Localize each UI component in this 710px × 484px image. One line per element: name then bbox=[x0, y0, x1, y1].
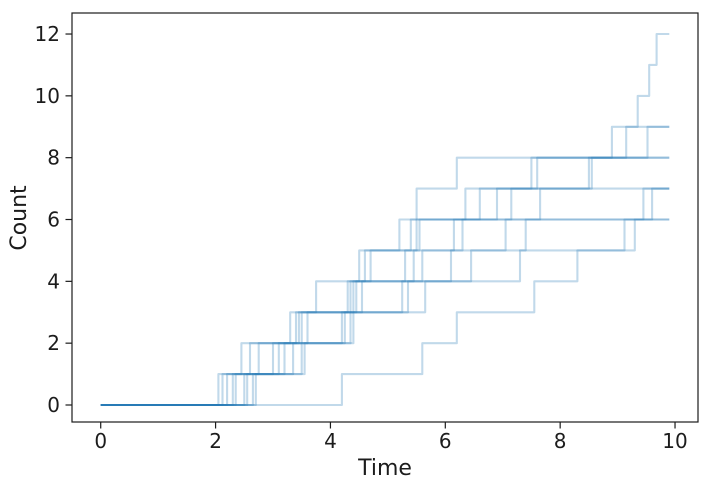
x-tick-label: 0 bbox=[94, 429, 107, 453]
plot-border bbox=[71, 12, 699, 423]
sample-paths bbox=[100, 32, 670, 407]
sample-path bbox=[100, 187, 670, 407]
x-tick-label: 6 bbox=[439, 429, 452, 453]
y-tick-label: 6 bbox=[47, 208, 60, 232]
y-tick-label: 4 bbox=[47, 269, 60, 293]
x-axis-label: Time bbox=[357, 456, 412, 481]
sample-path bbox=[100, 32, 670, 407]
y-tick-label: 0 bbox=[47, 393, 60, 417]
y-axis-tick-labels: 0 2 4 6 8 10 12 bbox=[35, 22, 60, 417]
y-axis-label: Count bbox=[7, 185, 32, 251]
sample-path bbox=[100, 156, 670, 407]
sample-path bbox=[100, 187, 670, 407]
x-axis-tick-labels: 0 2 4 6 8 10 bbox=[94, 429, 687, 453]
y-tick-label: 8 bbox=[47, 146, 60, 170]
sample-path bbox=[100, 156, 670, 407]
y-axis-ticks bbox=[65, 33, 72, 406]
sample-path bbox=[100, 125, 670, 407]
sample-path bbox=[100, 218, 670, 407]
y-tick-label: 2 bbox=[47, 331, 60, 355]
x-tick-label: 10 bbox=[662, 429, 687, 453]
y-tick-label: 10 bbox=[35, 84, 60, 108]
y-tick-label: 12 bbox=[35, 22, 60, 46]
sample-path bbox=[100, 218, 670, 407]
x-axis-ticks bbox=[100, 422, 676, 429]
x-tick-label: 2 bbox=[209, 429, 222, 453]
sample-path bbox=[100, 187, 670, 407]
sample-path bbox=[100, 125, 670, 407]
x-tick-label: 4 bbox=[324, 429, 337, 453]
x-tick-label: 8 bbox=[554, 429, 567, 453]
